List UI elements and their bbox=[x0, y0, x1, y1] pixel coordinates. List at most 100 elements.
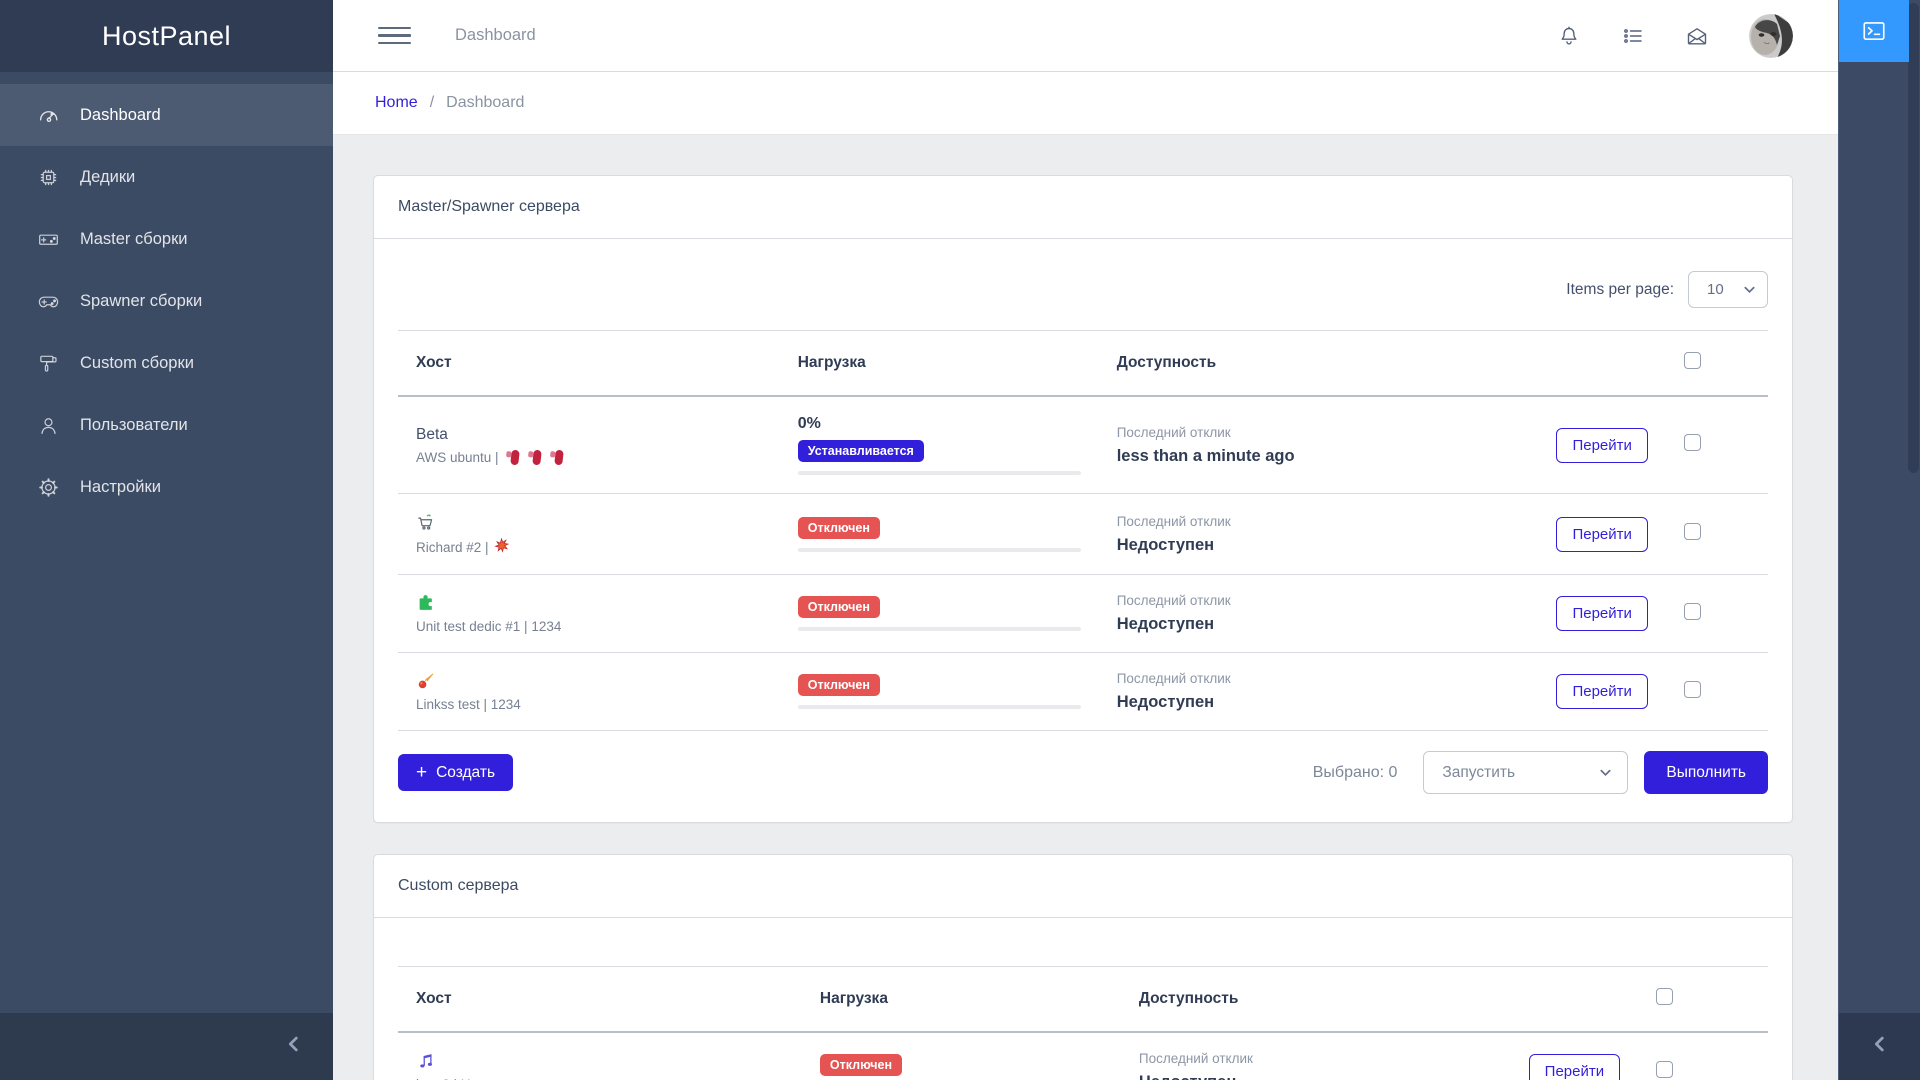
page-title: Dashboard bbox=[455, 26, 536, 44]
open-mail-icon[interactable] bbox=[1685, 24, 1709, 48]
collision-burst-icon bbox=[493, 537, 509, 556]
checklist-icon[interactable] bbox=[1621, 24, 1645, 48]
breadcrumb: Home / Dashboard bbox=[333, 72, 1838, 135]
load-progressbar bbox=[797, 705, 1081, 709]
sidebar-collapse-button[interactable] bbox=[0, 1013, 333, 1080]
firecracker-icon bbox=[531, 449, 542, 465]
table-row: beta2 | Неизвестно Отключен Последний от… bbox=[398, 1032, 1768, 1080]
select-all-checkbox[interactable] bbox=[1683, 352, 1701, 369]
create-button[interactable]: + Создать bbox=[398, 754, 514, 791]
sidebar-item-master-builds[interactable]: Master сборки bbox=[0, 208, 333, 270]
chevron-left-icon bbox=[283, 1033, 305, 1060]
table-row: Linkss test | 1234 Отключен Последний от… bbox=[398, 652, 1768, 731]
custom-servers-card: Custom сервера Хост Нагрузка Доступность bbox=[373, 854, 1793, 1080]
terminal-button[interactable] bbox=[1839, 0, 1909, 62]
table-row: Richard #2 | Отключен Последний отклик Н… bbox=[398, 493, 1768, 575]
items-per-page-select[interactable]: 10 bbox=[1688, 271, 1768, 308]
terminal-icon bbox=[1863, 22, 1885, 40]
availability-value: Недоступен bbox=[1116, 535, 1215, 554]
sidebar-item-dashboard[interactable]: Dashboard bbox=[0, 84, 333, 146]
chevron-down-icon bbox=[1600, 769, 1611, 777]
retro-keypad-icon bbox=[36, 227, 60, 251]
bulk-action-select[interactable]: Запустить bbox=[1423, 751, 1629, 794]
breadcrumb-separator: / bbox=[429, 94, 435, 111]
status-badge: Отключен bbox=[819, 1054, 903, 1076]
scrollbar-thumb[interactable] bbox=[1908, 3, 1919, 473]
column-header-availability: Доступность bbox=[1120, 966, 1511, 1033]
user-icon bbox=[36, 413, 60, 437]
load-progressbar bbox=[797, 627, 1081, 631]
column-header-load: Нагрузка bbox=[801, 966, 1121, 1033]
goto-button[interactable]: Перейти bbox=[1528, 1054, 1621, 1080]
musical-notes-icon bbox=[416, 1051, 784, 1071]
sidebar-nav: Dashboard Дедики Master сборки Spawner с… bbox=[0, 72, 333, 518]
status-badge: Отключен bbox=[797, 516, 880, 539]
firecracker-icon bbox=[509, 449, 520, 465]
goto-button[interactable]: Перейти bbox=[1556, 596, 1648, 631]
load-percent: 0% bbox=[797, 415, 821, 432]
right-panel-collapse-button[interactable] bbox=[1839, 1013, 1920, 1080]
sidebar-item-label: Настройки bbox=[80, 477, 161, 496]
execute-button[interactable]: Выполнить bbox=[1644, 751, 1768, 794]
row-checkbox[interactable] bbox=[1683, 680, 1701, 698]
comet-icon bbox=[416, 671, 762, 691]
load-progressbar bbox=[797, 547, 1081, 552]
goto-button[interactable]: Перейти bbox=[1556, 674, 1648, 709]
card-title: Master/Spawner сервера bbox=[374, 176, 1792, 239]
items-per-page-label: Items per page: bbox=[1566, 280, 1674, 298]
puzzle-piece-icon bbox=[416, 593, 762, 613]
items-per-page-value: 10 bbox=[1707, 281, 1724, 298]
sidebar-item-label: Custom сборки bbox=[80, 353, 194, 372]
sidebar-item-label: Dashboard bbox=[80, 105, 161, 124]
row-checkbox[interactable] bbox=[1683, 523, 1701, 540]
sidebar-item-label: Дедики bbox=[80, 167, 136, 186]
host-name: Beta bbox=[416, 425, 448, 443]
firecracker-icon bbox=[553, 449, 564, 465]
column-header-load: Нагрузка bbox=[779, 330, 1099, 397]
status-badge: Отключен bbox=[797, 596, 880, 618]
column-header-host: Хост bbox=[398, 330, 780, 397]
breadcrumb-home-link[interactable]: Home bbox=[375, 94, 418, 111]
page-content: Master/Spawner сервера Items per page: 1… bbox=[333, 135, 1838, 1080]
custom-servers-table: Хост Нагрузка Доступность bbox=[398, 966, 1768, 1080]
brand-logo: HostPanel bbox=[0, 0, 333, 72]
column-header-host: Хост bbox=[398, 966, 802, 1033]
sidebar-item-label: Spawner сборки bbox=[80, 291, 203, 310]
row-checkbox[interactable] bbox=[1683, 434, 1701, 451]
gear-icon bbox=[36, 475, 60, 499]
sidebar-item-settings[interactable]: Настройки bbox=[0, 456, 333, 518]
sidebar-item-label: Пользователи bbox=[80, 415, 188, 434]
column-header-availability: Доступность bbox=[1098, 330, 1539, 397]
master-servers-table: Хост Нагрузка Доступность Beta bbox=[398, 330, 1768, 731]
main-area: Dashboard Home / Dashboard bbox=[333, 0, 1838, 1080]
sidebar-item-label: Master сборки bbox=[80, 229, 188, 248]
gamepad-icon bbox=[36, 289, 60, 313]
breadcrumb-current: Dashboard bbox=[446, 94, 525, 111]
table-row: Beta AWS ubuntu | 0% Устанавливается Пос… bbox=[398, 396, 1768, 494]
select-all-checkbox[interactable] bbox=[1656, 988, 1674, 1005]
table-row: Unit test dedic #1 | 1234 Отключен После… bbox=[398, 574, 1768, 653]
status-badge: Отключен bbox=[797, 674, 880, 696]
load-progressbar bbox=[797, 471, 1081, 475]
sidebar-item-users[interactable]: Пользователи bbox=[0, 394, 333, 456]
row-checkbox[interactable] bbox=[1683, 602, 1701, 620]
sidebar-item-custom-builds[interactable]: Custom сборки bbox=[0, 332, 333, 394]
card-title: Custom сервера bbox=[374, 855, 1792, 918]
menu-toggle-button[interactable] bbox=[378, 22, 411, 50]
top-header: Dashboard bbox=[333, 0, 1838, 72]
master-spawner-card: Master/Spawner сервера Items per page: 1… bbox=[373, 175, 1793, 823]
sidebar: HostPanel Dashboard Дедики Master сборки bbox=[0, 0, 333, 1080]
goto-button[interactable]: Перейти bbox=[1556, 516, 1648, 552]
bell-icon[interactable] bbox=[1557, 24, 1581, 48]
goto-button[interactable]: Перейти bbox=[1556, 427, 1648, 463]
chevron-down-icon bbox=[1744, 286, 1755, 294]
paint-roller-icon bbox=[36, 351, 60, 375]
sidebar-item-dediki[interactable]: Дедики bbox=[0, 146, 333, 208]
plus-icon: + bbox=[416, 762, 428, 783]
speedometer-icon bbox=[36, 103, 60, 127]
cpu-icon bbox=[36, 165, 60, 189]
sidebar-item-spawner-builds[interactable]: Spawner сборки bbox=[0, 270, 333, 332]
avatar[interactable] bbox=[1749, 13, 1793, 58]
row-checkbox[interactable] bbox=[1656, 1060, 1674, 1078]
